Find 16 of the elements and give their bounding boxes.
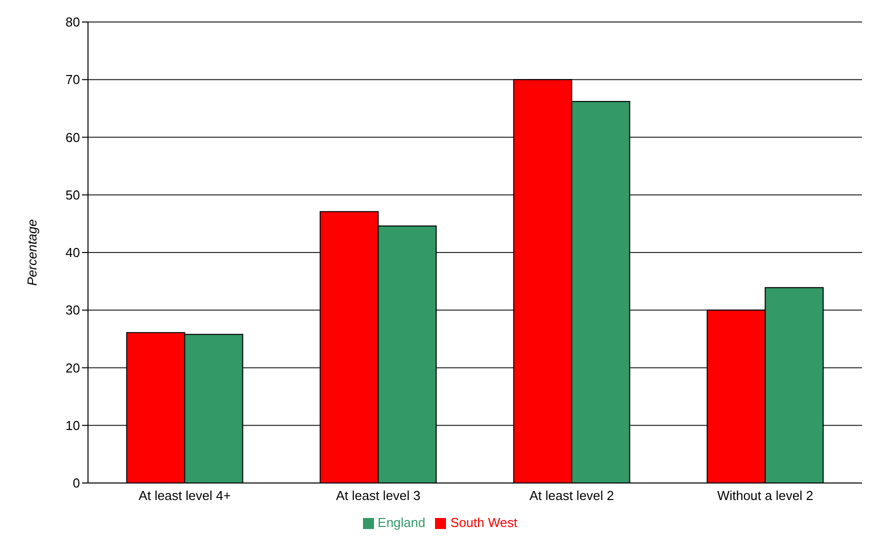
y-tick-label: 0 (72, 476, 80, 491)
y-tick-label: 60 (66, 130, 80, 145)
legend-label: South West (450, 515, 518, 530)
y-tick-label: 30 (66, 302, 80, 318)
y-tick-label: 10 (66, 418, 80, 433)
y-tick-label: 80 (66, 14, 80, 30)
y-axis-title: Percentage (24, 219, 40, 286)
legend-label: England (378, 515, 426, 530)
y-tick-label: 70 (66, 72, 80, 88)
x-tick-label: At least level 4+ (138, 488, 231, 504)
y-tick-label: 40 (66, 245, 80, 260)
x-tick-label: Without a level 2 (717, 488, 814, 504)
x-tick-label: At least level 2 (529, 488, 614, 504)
y-tick-label: 50 (66, 187, 80, 202)
x-tick-label: At least level 3 (336, 488, 421, 504)
y-tick-label: 20 (66, 360, 80, 376)
